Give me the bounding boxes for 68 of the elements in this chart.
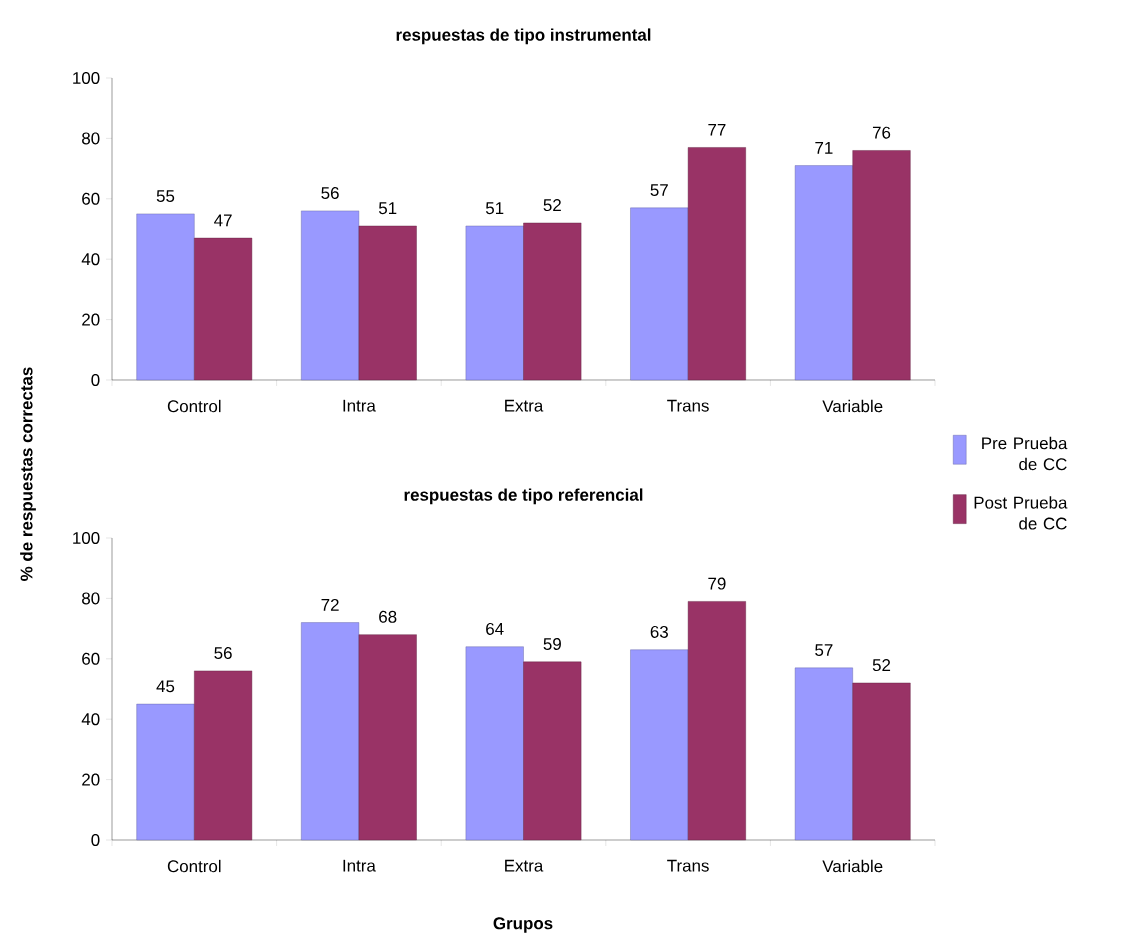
bar (465, 225, 524, 381)
x-tick-label: Trans (667, 859, 709, 872)
data-label: 56 (321, 187, 339, 200)
x-tick-label: Trans (667, 399, 709, 412)
bar (630, 649, 689, 841)
y-axis-title: % de respuestas correctas (20, 367, 36, 581)
data-label: 68 (379, 610, 397, 623)
x-tick-label: Extra (505, 399, 544, 412)
x-tick-label: Control (167, 859, 221, 873)
x-tick-label: Intra (343, 399, 376, 412)
data-label: 64 (486, 622, 504, 635)
bar (194, 237, 253, 381)
data-label: 55 (156, 190, 175, 203)
bar (794, 667, 853, 841)
bar (358, 225, 417, 381)
y-tick-label: 0 (91, 374, 100, 386)
y-tick-label: 20 (82, 773, 100, 786)
x-tick-label: Intra (343, 859, 376, 872)
y-tick-label: 40 (81, 253, 100, 266)
y-tick-label: 100 (73, 532, 100, 544)
data-label: 63 (650, 625, 668, 638)
y-tick-label: 80 (82, 132, 100, 145)
x-axis-title: Grupos (493, 917, 553, 933)
y-tick-label: 20 (82, 313, 100, 326)
data-label: 56 (214, 647, 232, 660)
chart-title: respuestas de tipo referencial (404, 488, 643, 505)
y-tick-label: 40 (81, 713, 100, 726)
x-tick-label: Variable (822, 399, 883, 413)
data-label: 79 (708, 577, 726, 590)
y-tick-label: 80 (82, 592, 100, 605)
chart-title: respuestas de tipo instrumental (396, 28, 651, 45)
bar (194, 670, 253, 841)
data-label: 52 (872, 659, 891, 672)
bar (301, 622, 360, 841)
bar (687, 147, 746, 381)
bar (136, 703, 195, 841)
bar (523, 661, 582, 841)
data-label: 71 (815, 142, 833, 154)
legend-label: Post Prueba de CC (974, 496, 1068, 530)
data-label: 59 (543, 637, 561, 650)
bar (358, 634, 417, 841)
y-tick-label: 100 (73, 71, 100, 84)
data-label: 45 (156, 680, 175, 693)
data-label: 47 (214, 214, 232, 227)
data-label: 57 (815, 644, 833, 657)
x-tick-label: Control (167, 399, 221, 413)
x-tick-label: Extra (505, 859, 544, 872)
data-label: 72 (321, 598, 339, 611)
data-label: 52 (543, 199, 561, 212)
bar (794, 165, 853, 381)
data-label: 51 (485, 202, 504, 215)
bar (630, 207, 689, 381)
bar (852, 682, 911, 841)
legend-label: Pre Prueba de CC (982, 436, 1068, 471)
x-tick-label: Variable (822, 859, 883, 873)
data-label: 51 (378, 202, 397, 215)
bar (136, 213, 195, 381)
bar (465, 646, 524, 841)
data-label: 57 (650, 184, 668, 197)
bar (852, 150, 911, 381)
bar (687, 601, 746, 841)
data-label: 76 (872, 126, 891, 139)
bar (523, 222, 582, 381)
bar (301, 210, 360, 381)
y-tick-label: 60 (82, 652, 100, 665)
y-tick-label: 60 (82, 192, 100, 205)
y-tick-label: 0 (91, 834, 100, 846)
data-label: 77 (708, 123, 726, 136)
